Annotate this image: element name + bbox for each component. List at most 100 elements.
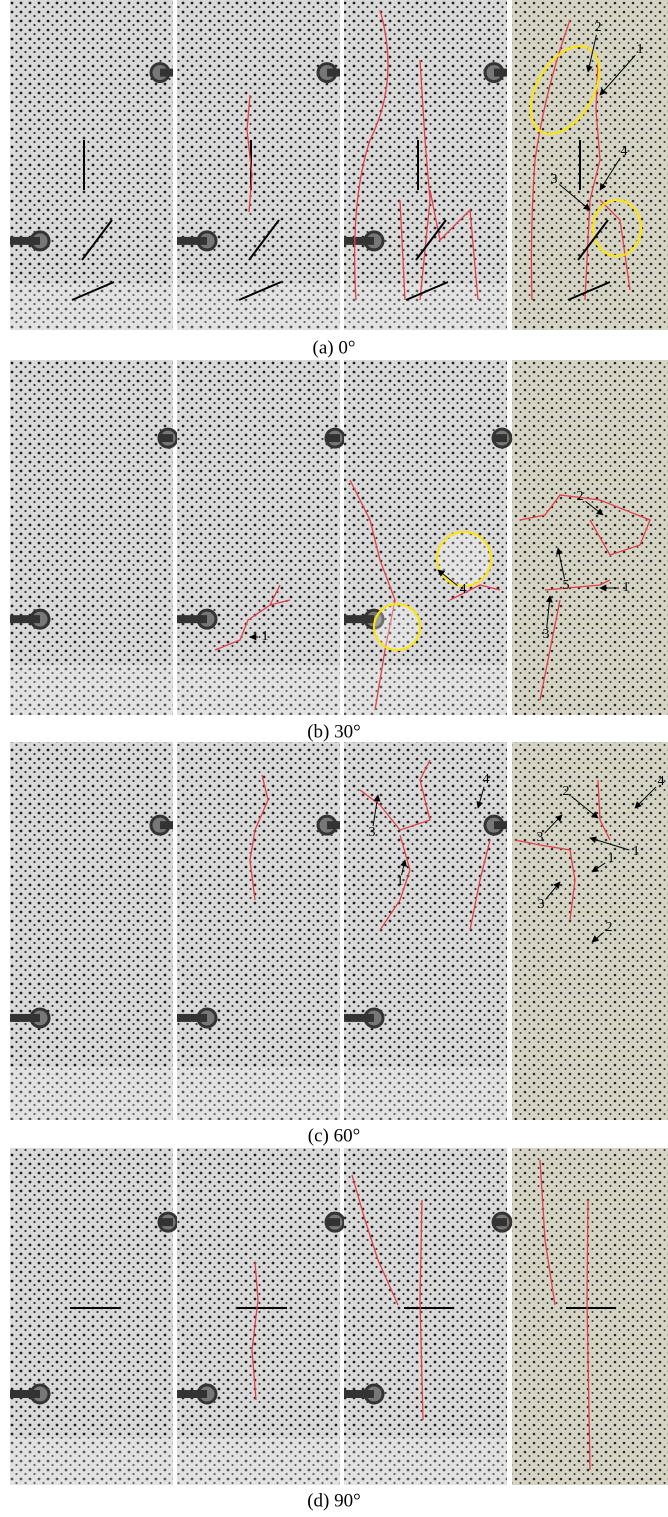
photo	[10, 742, 173, 1120]
highlight	[592, 199, 642, 257]
photo	[344, 360, 507, 715]
panel	[344, 1148, 513, 1485]
fold-band	[177, 1067, 340, 1120]
bolt-bar	[10, 615, 40, 624]
label: 1	[633, 844, 640, 859]
bolt-bar	[494, 434, 507, 443]
fold-band	[344, 665, 507, 715]
notch	[238, 281, 282, 301]
bolt-bar	[177, 236, 207, 245]
panel	[344, 281, 507, 1120]
notch	[71, 281, 115, 301]
bolt-bar	[10, 1013, 40, 1022]
bolt-bar	[10, 1390, 40, 1399]
panel	[512, 1148, 668, 1485]
photo	[177, 1148, 340, 1485]
panel	[344, 0, 507, 330]
bolt-bar	[327, 1218, 340, 1227]
panel	[512, 219, 668, 715]
label: 5	[563, 578, 570, 593]
panel	[10, 219, 179, 715]
notch	[248, 219, 280, 261]
arrow	[476, 786, 485, 809]
bolt-bar	[177, 615, 207, 624]
photo	[344, 742, 507, 1120]
label: 2	[595, 20, 602, 35]
label: 2	[563, 784, 570, 799]
crack	[246, 94, 253, 213]
caption: (a) 0°	[313, 337, 356, 358]
crack	[530, 19, 631, 301]
panel	[512, 0, 668, 330]
panel	[177, 219, 346, 715]
label: 2	[577, 489, 584, 504]
bolt-bar	[160, 434, 173, 443]
arrow	[599, 54, 636, 96]
arrow	[589, 836, 630, 851]
bolt-bar	[344, 1390, 374, 1399]
highlight	[529, 45, 601, 135]
label: 3	[543, 627, 550, 642]
arrow	[634, 786, 657, 809]
notch	[405, 281, 449, 301]
crack	[251, 1261, 259, 1401]
bolt-bar	[327, 68, 340, 77]
fold-band	[344, 1437, 507, 1485]
label: 4	[483, 772, 490, 787]
bolt-bar	[344, 1013, 374, 1022]
arrow	[585, 500, 604, 516]
arrow	[585, 34, 597, 73]
bolt-bar	[160, 821, 173, 830]
photo	[10, 360, 173, 715]
panel	[177, 281, 340, 1120]
label: 3	[537, 830, 544, 845]
label: 1	[262, 629, 269, 644]
bolt-bar	[177, 1390, 207, 1399]
bolt-bar	[494, 821, 507, 830]
photo	[344, 1148, 507, 1485]
arrow	[559, 184, 591, 211]
notch	[567, 281, 611, 301]
fold-band	[10, 665, 173, 715]
caption: (d) 90°	[307, 1490, 361, 1511]
bolt-bar	[10, 236, 40, 245]
panel	[177, 0, 340, 330]
label: 4	[621, 144, 628, 159]
bolt-bar	[494, 1218, 507, 1227]
arrow	[599, 157, 621, 191]
crack	[353, 9, 479, 301]
crack	[349, 479, 501, 711]
arrow	[545, 595, 553, 629]
photo	[177, 742, 340, 1120]
label: 3	[369, 825, 376, 840]
bolt-bar	[327, 434, 340, 443]
label: 1	[608, 851, 615, 866]
bolt-bar	[344, 236, 374, 245]
crack	[351, 1174, 424, 1421]
label: 4	[658, 774, 665, 789]
arrow	[545, 881, 561, 900]
highlight	[373, 603, 421, 651]
arrow	[544, 814, 563, 834]
bolt-bar	[160, 1218, 173, 1227]
fold-band	[344, 1067, 507, 1120]
fold-band	[10, 1067, 173, 1120]
fold-band	[177, 665, 340, 715]
bolt-bar	[344, 615, 374, 624]
notch	[415, 219, 447, 261]
label: 3	[538, 897, 545, 912]
panel	[10, 281, 173, 1120]
photo	[512, 1148, 668, 1485]
crack	[539, 1159, 591, 1471]
fold-band	[10, 1437, 173, 1485]
label: 1	[637, 42, 644, 57]
panel	[10, 1148, 179, 1485]
photo	[512, 360, 668, 715]
caption: (c) 60°	[308, 1125, 360, 1146]
bolt-bar	[327, 821, 340, 830]
photo	[10, 0, 173, 330]
arrow	[400, 859, 408, 876]
arrow	[555, 547, 566, 580]
notch	[81, 219, 113, 261]
highlight	[436, 531, 492, 587]
